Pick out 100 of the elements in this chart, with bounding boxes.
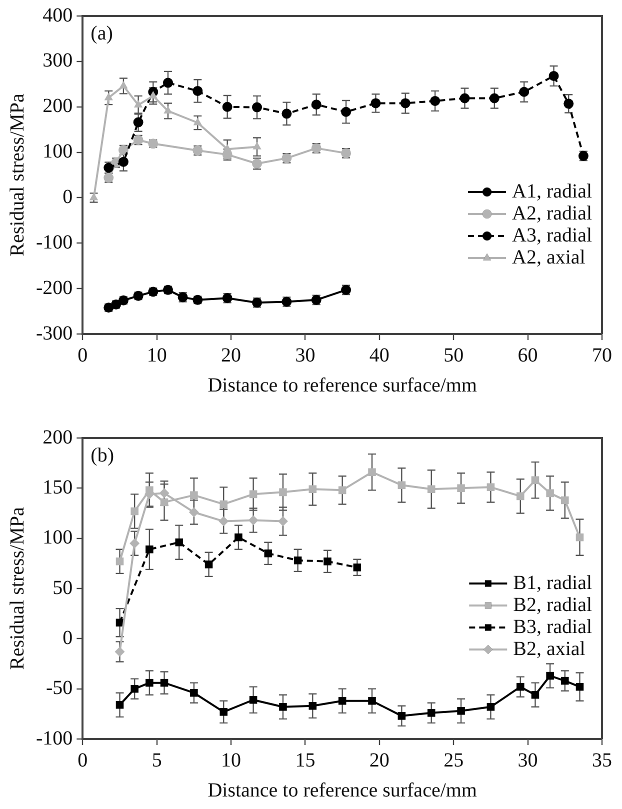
x-tick-label: 20	[221, 344, 242, 366]
point	[576, 533, 584, 542]
point	[188, 507, 199, 518]
point	[148, 90, 158, 98]
point	[564, 98, 574, 109]
point	[430, 96, 440, 106]
y-tick-label: 50	[52, 576, 73, 599]
point	[223, 144, 232, 152]
point	[218, 516, 229, 526]
point	[353, 564, 362, 572]
x-tick-label: 30	[295, 344, 316, 366]
x-tick-label: 5	[152, 749, 162, 772]
point	[133, 117, 144, 128]
legend-label: B1, radial	[513, 572, 592, 594]
x-axis-title: Distance to reference surface/mm	[208, 374, 478, 396]
legend-label: B2, radial	[513, 594, 592, 616]
point	[489, 93, 500, 104]
point	[146, 545, 154, 554]
y-tick-label: 300	[42, 50, 73, 72]
point	[460, 93, 470, 104]
point	[457, 707, 465, 715]
point	[561, 496, 569, 504]
point	[222, 102, 232, 112]
point	[324, 558, 332, 566]
point	[516, 492, 524, 500]
point	[249, 696, 258, 704]
point	[341, 106, 352, 117]
point	[486, 483, 495, 492]
point	[160, 498, 168, 506]
point	[398, 481, 406, 490]
point	[531, 690, 540, 699]
point	[248, 515, 258, 526]
point	[282, 108, 292, 119]
point	[220, 708, 228, 716]
x-tick-label: 35	[592, 749, 612, 772]
y-axis-title: Residual stress/MPa	[6, 506, 28, 670]
point	[308, 485, 317, 494]
point	[368, 696, 376, 705]
point	[192, 86, 203, 96]
x-tick-label: 30	[518, 749, 538, 772]
point	[193, 118, 202, 126]
point	[519, 86, 530, 97]
point	[338, 696, 346, 705]
y-tick-label: 200	[42, 95, 73, 118]
point	[118, 156, 128, 167]
point	[546, 672, 554, 680]
legend-label: A2, radial	[512, 202, 592, 224]
point	[308, 702, 317, 710]
x-tick-label: 60	[518, 344, 538, 366]
x-tick-label: 10	[146, 344, 167, 366]
y-tick-label: 400	[42, 4, 73, 26]
point	[427, 485, 436, 494]
x-tick-label: 70	[592, 344, 612, 366]
y-tick-label: -100	[36, 727, 73, 750]
point	[159, 488, 170, 498]
x-tick-label: 40	[369, 344, 390, 366]
y-tick-label: 0	[62, 626, 73, 649]
point	[116, 701, 124, 709]
point	[164, 106, 172, 114]
point	[531, 476, 540, 484]
point	[546, 489, 554, 498]
x-axis-title: Distance to reference surface/mm	[208, 779, 478, 802]
point	[130, 538, 140, 548]
legend-label: B3, radial	[513, 616, 592, 638]
point	[190, 688, 198, 697]
x-tick-label: 25	[444, 749, 464, 772]
point	[204, 560, 213, 568]
point	[234, 533, 242, 542]
x-tick-label: 15	[295, 749, 316, 772]
y-tick-label: -200	[36, 276, 73, 299]
point	[160, 678, 168, 687]
point	[252, 142, 262, 150]
annotation: (b)	[90, 444, 114, 466]
y-tick-label: -100	[36, 231, 73, 254]
y-tick-label: 200	[42, 426, 73, 448]
y-tick-label: 0	[62, 186, 73, 208]
y-tick-label: 100	[42, 526, 73, 549]
point	[190, 491, 198, 500]
point	[104, 92, 113, 100]
point	[294, 556, 302, 564]
point	[252, 102, 262, 112]
point	[278, 516, 288, 526]
point	[162, 78, 173, 88]
y-tick-label: 150	[42, 476, 73, 498]
y-tick-label: -50	[46, 677, 73, 700]
point	[279, 488, 287, 496]
y-tick-label: 100	[42, 140, 73, 163]
point	[279, 703, 287, 711]
point	[130, 684, 138, 693]
point	[427, 709, 436, 717]
point	[338, 486, 346, 494]
point	[548, 70, 559, 81]
point	[89, 192, 98, 200]
y-tick-label: -300	[36, 322, 73, 344]
x-tick-label: 0	[78, 749, 88, 772]
point	[116, 558, 124, 566]
point	[516, 682, 524, 691]
x-tick-label: 50	[444, 344, 464, 366]
point	[370, 98, 381, 108]
point	[175, 538, 183, 546]
